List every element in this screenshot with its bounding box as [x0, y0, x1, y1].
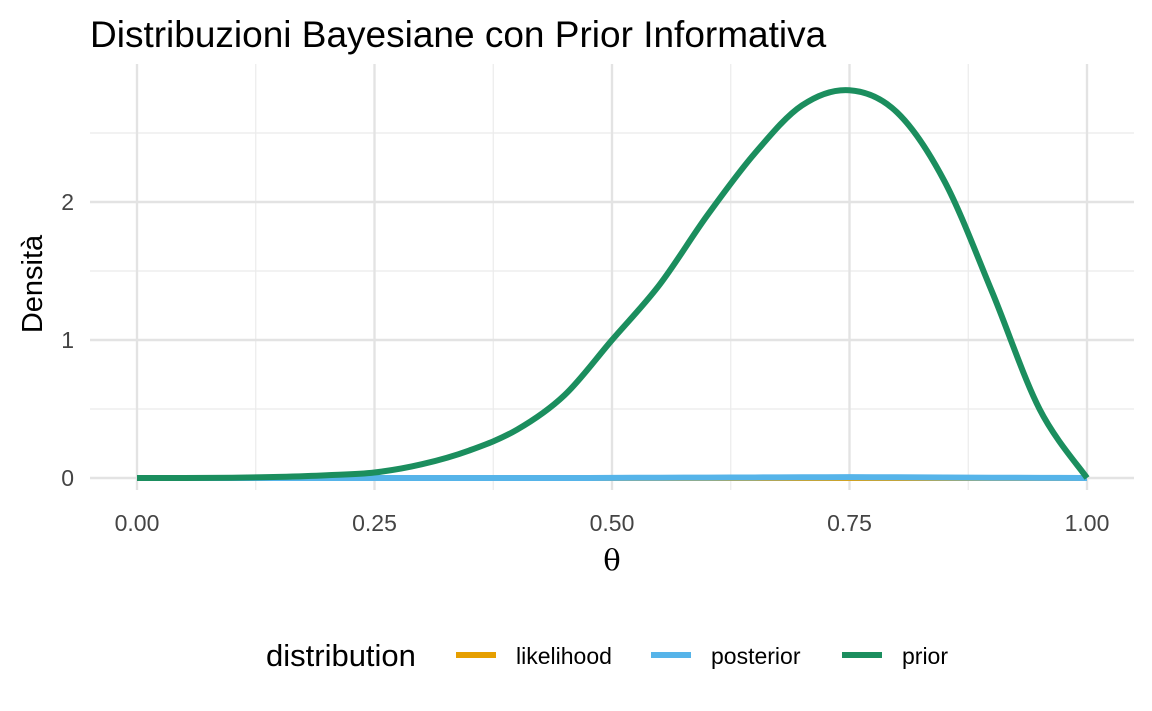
legend-label-likelihood: likelihood	[516, 643, 612, 669]
legend-label-posterior: posterior	[711, 643, 801, 669]
series-lines	[136, 87, 1090, 482]
x-tick-label: 0.00	[115, 510, 160, 536]
x-axis-title: θ	[603, 543, 620, 577]
legend: distribution likelihood posterior prior	[266, 638, 948, 673]
series-line-prior	[136, 87, 1090, 482]
x-tick-label: 0.75	[827, 510, 872, 536]
y-tick-label: 0	[61, 465, 74, 491]
chart-title: Distribuzioni Bayesiane con Prior Inform…	[90, 14, 827, 55]
y-tick-label: 1	[61, 327, 74, 353]
x-tick-label: 0.25	[352, 510, 397, 536]
y-tick-labels: 0 1 2	[61, 189, 74, 491]
y-axis-title: Densità	[17, 234, 49, 333]
grid	[90, 64, 1134, 490]
x-tick-labels: 0.00 0.25 0.50 0.75 1.00	[115, 510, 1110, 536]
legend-label-prior: prior	[902, 643, 948, 669]
y-tick-label: 2	[61, 189, 74, 215]
x-tick-label: 0.50	[590, 510, 635, 536]
legend-title: distribution	[266, 638, 416, 673]
x-tick-label: 1.00	[1065, 510, 1110, 536]
